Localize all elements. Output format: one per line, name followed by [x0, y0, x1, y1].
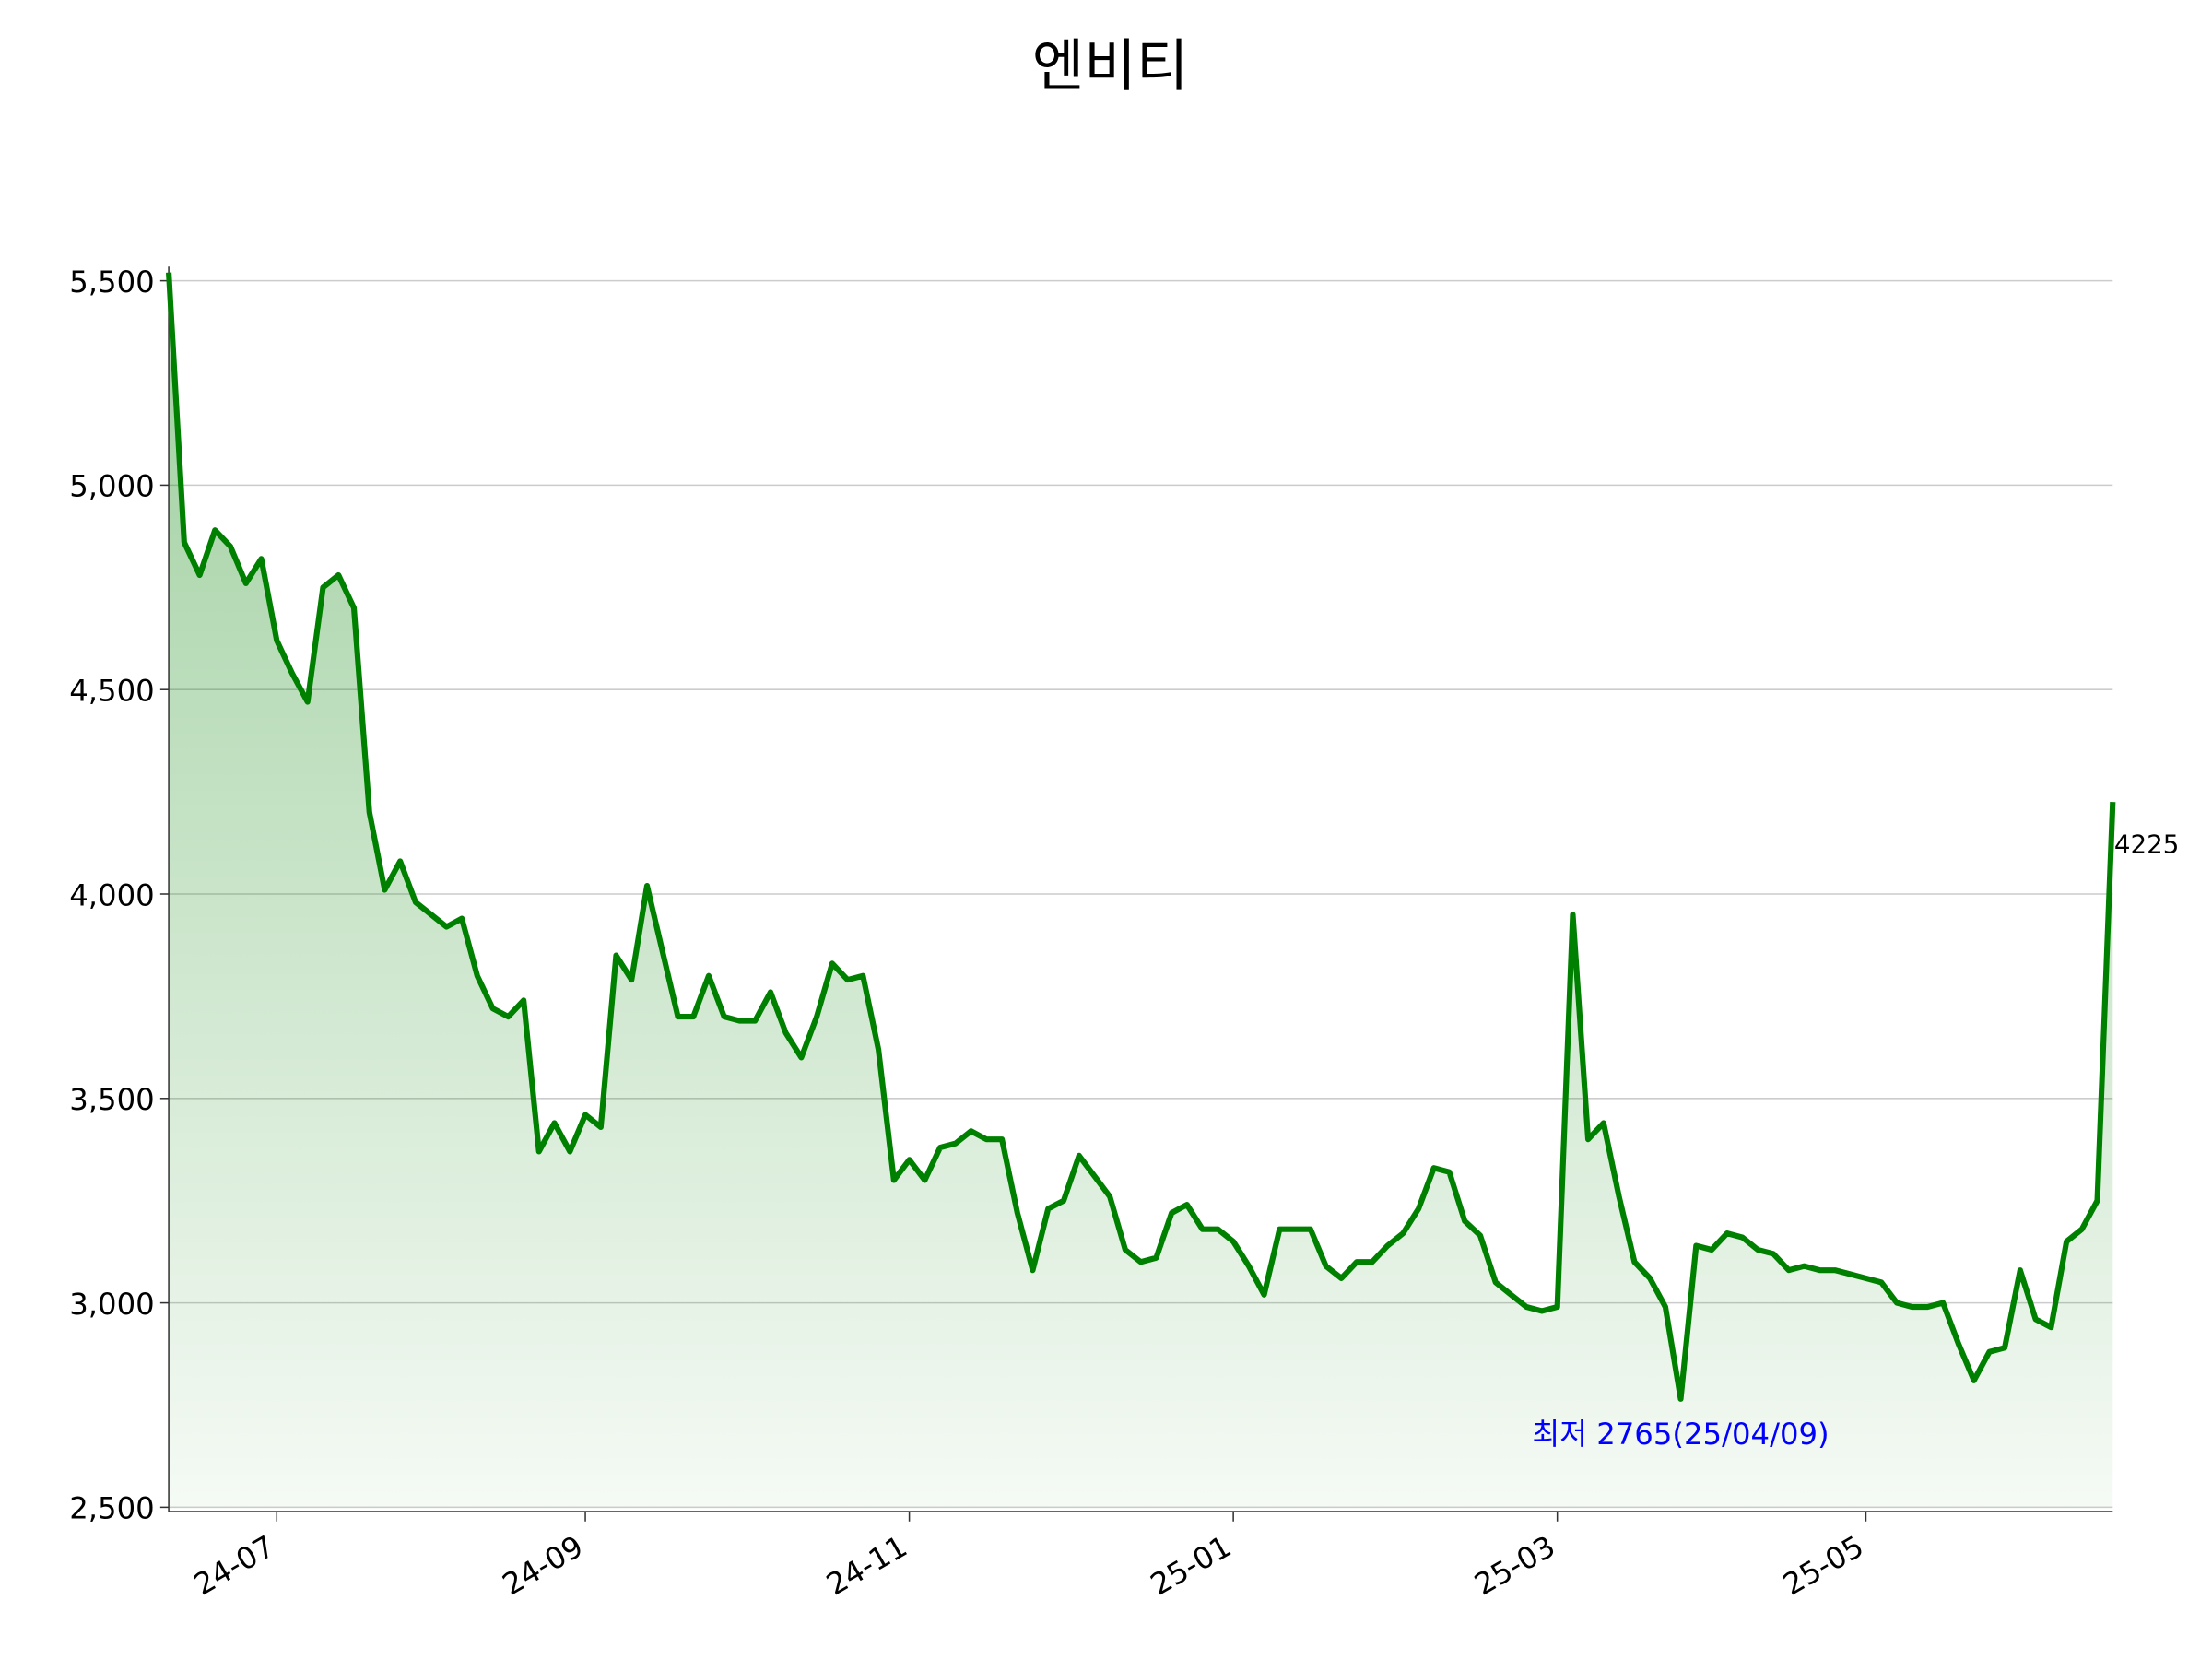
- y-tick-label: 5,500: [69, 265, 154, 300]
- y-tick-label: 5,000: [69, 469, 154, 504]
- x-tick-label: 25-03: [1468, 1529, 1560, 1603]
- y-tick-label: 2,500: [69, 1491, 154, 1526]
- x-tick-label: 24-11: [820, 1529, 912, 1603]
- y-tick-label: 4,000: [69, 877, 154, 912]
- y-tick-label: 4,500: [69, 674, 154, 709]
- x-tick-label: 25-05: [1777, 1529, 1869, 1603]
- x-tick-label: 24-07: [188, 1529, 280, 1603]
- line: [166, 272, 2116, 1402]
- annotation: 최저 2765(25/04/09): [1533, 1417, 1830, 1452]
- area: [169, 272, 2113, 1508]
- end-label: 4225: [2114, 830, 2179, 860]
- chart-title: 엔비티: [1032, 32, 1189, 99]
- y-tick-label: 3,000: [69, 1287, 154, 1322]
- x-tick-label: 25-01: [1145, 1529, 1237, 1603]
- y-tick-label: 3,500: [69, 1082, 154, 1117]
- x-tick-label: 24-09: [497, 1529, 589, 1603]
